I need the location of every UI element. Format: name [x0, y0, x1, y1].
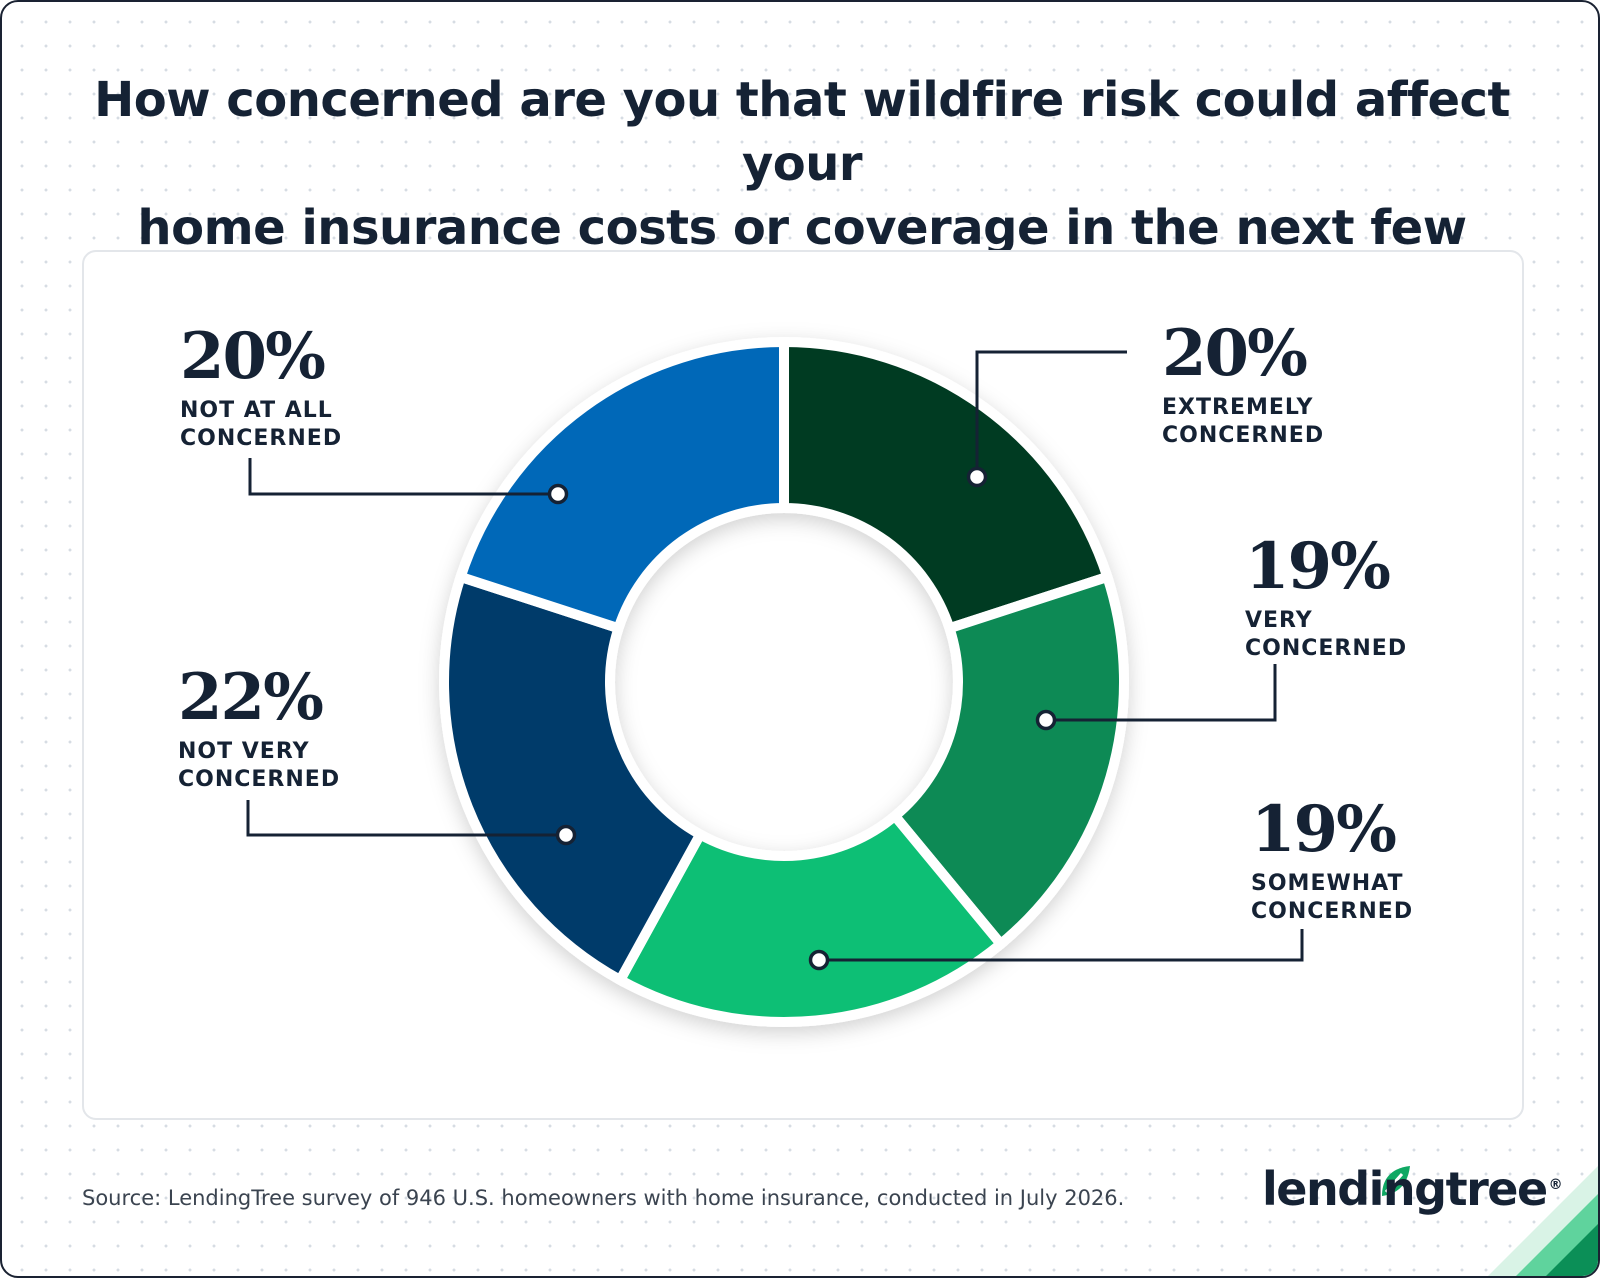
registered-mark: ®: [1548, 1176, 1563, 1193]
cat-line-1: NOT VERY: [178, 739, 310, 764]
logo-wordmark: lendingtree: [1262, 1162, 1548, 1216]
cat-somewhat-concerned: SOMEWHAT CONCERNED: [1251, 870, 1413, 926]
donut-slices: [439, 336, 1129, 1027]
cat-line-1: VERY: [1245, 608, 1313, 633]
leader-line-1: [1046, 664, 1277, 722]
pct-not-very-concerned: 22%: [178, 660, 324, 735]
donut-slice-3: [439, 570, 707, 987]
leader-dot-4: [547, 483, 569, 505]
cat-very-concerned: VERY CONCERNED: [1245, 607, 1407, 663]
label-very-concerned: 19% VERY CONCERNED: [1245, 535, 1407, 663]
cat-extremely-concerned: EXTREMELY CONCERNED: [1162, 394, 1324, 450]
cat-line-2: CONCERNED: [1245, 636, 1408, 661]
donut-slice-0: [779, 336, 1114, 635]
corner-stripes-decoration: [1488, 1166, 1598, 1276]
label-somewhat-concerned: 19% SOMEWHAT CONCERNED: [1251, 798, 1413, 926]
title-line-1: How concerned are you that wildfire risk…: [94, 72, 1510, 192]
cat-line-1: NOT AT ALL: [180, 398, 333, 423]
leader-dot-3: [555, 824, 577, 846]
label-not-at-all-concerned: 20% NOT AT ALL CONCERNED: [180, 325, 342, 453]
leader-line-3: [246, 800, 566, 837]
pct-not-at-all-concerned: 20%: [180, 319, 326, 394]
leader-line-2: [819, 929, 1304, 962]
donut-slice-4: [454, 336, 789, 635]
cat-line-1: SOMEWHAT: [1251, 871, 1404, 896]
cat-line-2: CONCERNED: [1251, 899, 1414, 924]
cat-not-very-concerned: NOT VERY CONCERNED: [178, 738, 340, 794]
pct-somewhat-concerned: 19%: [1251, 792, 1397, 867]
label-extremely-concerned: 20% EXTREMELY CONCERNED: [1162, 322, 1324, 450]
label-not-very-concerned: 22% NOT VERY CONCERNED: [178, 666, 340, 794]
leaf-icon: [1382, 1166, 1410, 1196]
leader-dot-0: [966, 466, 988, 488]
cat-not-at-all-concerned: NOT AT ALL CONCERNED: [180, 397, 342, 453]
leader-line-0: [975, 350, 1127, 477]
leader-line-4: [248, 458, 558, 496]
leader-lines: [246, 350, 1304, 971]
donut-slice-1: [887, 570, 1129, 952]
leader-dot-1: [1035, 709, 1057, 731]
pct-very-concerned: 19%: [1245, 529, 1391, 604]
cat-line-1: EXTREMELY: [1162, 395, 1314, 420]
pct-extremely-concerned: 20%: [1162, 316, 1308, 391]
cat-line-2: CONCERNED: [178, 767, 341, 792]
cat-line-2: CONCERNED: [1162, 423, 1325, 448]
leader-dot-2: [808, 949, 830, 971]
source-note: Source: LendingTree survey of 946 U.S. h…: [82, 1186, 1125, 1210]
cat-line-2: CONCERNED: [180, 426, 343, 451]
donut-slice-2: [613, 809, 1008, 1027]
lendingtree-logo: lendingtree ®: [1262, 1162, 1563, 1216]
